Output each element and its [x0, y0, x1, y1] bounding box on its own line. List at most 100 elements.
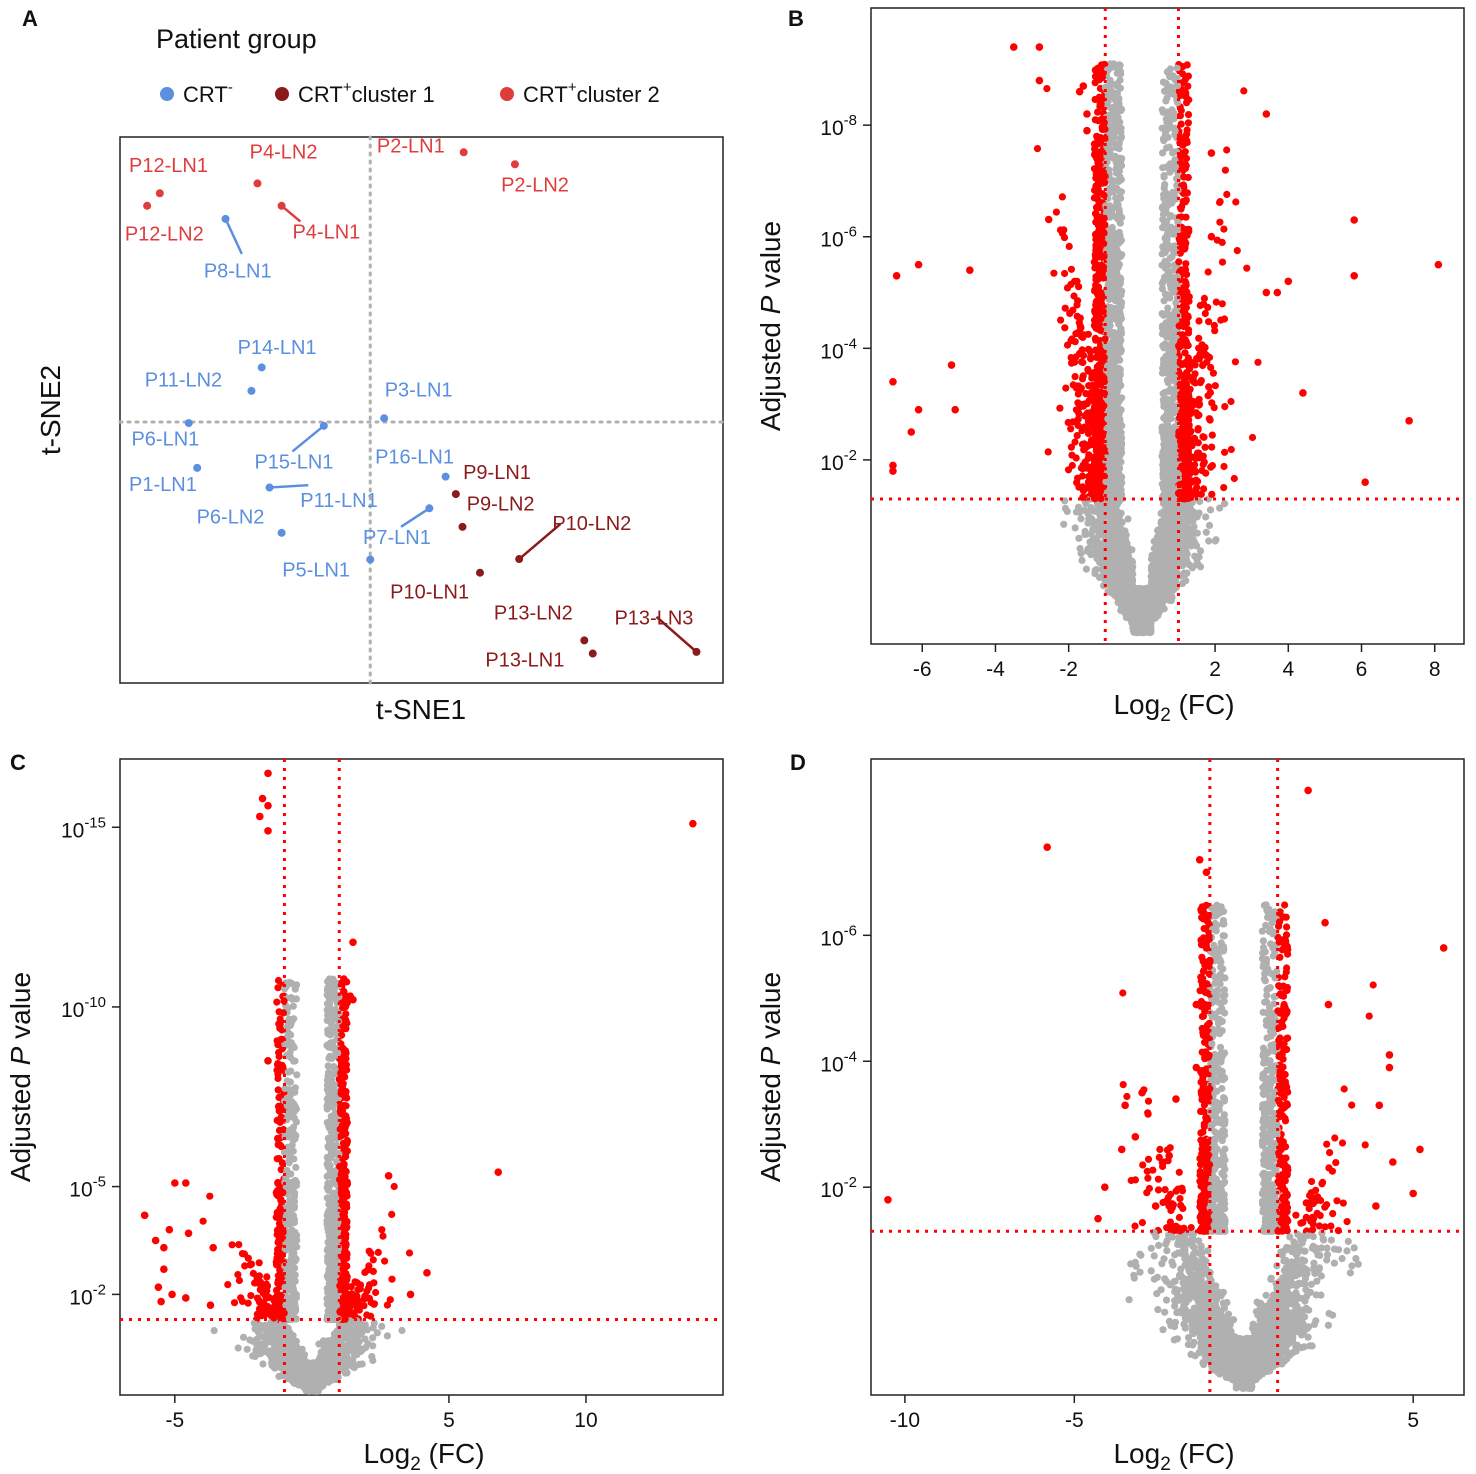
volcano-point: [1056, 404, 1064, 412]
volcano-point: [1186, 540, 1194, 548]
volcano-point: [1163, 376, 1171, 384]
volcano-point: [1194, 560, 1202, 568]
volcano-point: [1084, 365, 1092, 373]
volcano-point: [1199, 433, 1207, 441]
volcano-point: [1195, 411, 1203, 419]
volcano-point: [1232, 198, 1240, 206]
volcano-point: [1227, 397, 1235, 406]
volcano-point: [1109, 280, 1117, 288]
volcano-point: [1158, 310, 1166, 318]
legend-label-cluster2: CRT+cluster 2: [523, 79, 660, 107]
volcano-point: [1097, 296, 1105, 305]
volcano-point: [1179, 302, 1188, 310]
label-p2-ln1: P2-LN1: [377, 135, 445, 157]
point-p14-ln1: [257, 363, 266, 372]
volcano-point: [1161, 490, 1169, 498]
volcano-point: [1092, 203, 1101, 211]
volcano-point: [1068, 451, 1076, 459]
volcano-point: [1191, 370, 1199, 378]
volcano-point: [1205, 521, 1214, 530]
volcano-point: [1192, 476, 1200, 484]
volcano-point: [1073, 432, 1081, 440]
volcano-point: [1183, 231, 1191, 239]
volcano-point: [1221, 448, 1229, 456]
point-p4-ln2: [253, 179, 262, 188]
volcano-point: [1160, 470, 1168, 478]
volcano-point: [1223, 146, 1231, 154]
volcano-point: [1184, 361, 1192, 369]
volcano-point: [1057, 316, 1065, 324]
volcano-point: [1113, 140, 1122, 148]
volcano-point: [1074, 415, 1082, 423]
volcano-point: [1110, 177, 1118, 185]
leader-p4-ln1: [280, 204, 302, 223]
volcano-point: [1159, 224, 1167, 232]
volcano-point: [1220, 462, 1228, 471]
volcano-point: [1160, 297, 1168, 305]
plot-frame-a: [119, 136, 724, 684]
volcano-point: [1117, 299, 1126, 307]
volcano-point: [1097, 544, 1105, 553]
volcano-point: [1167, 212, 1175, 220]
legend-title: Patient group: [156, 24, 317, 54]
volcano-point: [1162, 79, 1170, 87]
volcano-point: [1231, 358, 1239, 366]
point-p7-ln1: [425, 504, 434, 513]
label-p10-ln1: P10-LN1: [390, 581, 469, 603]
volcano-point: [1208, 462, 1216, 470]
volcano-point: [1076, 544, 1084, 553]
volcano-point: [1115, 383, 1123, 391]
volcano-point: [1159, 390, 1167, 398]
volcano-point: [1216, 198, 1224, 206]
volcano-point: [1185, 393, 1193, 401]
volcano-point: [1096, 177, 1104, 185]
point-p13-ln3: [692, 647, 701, 656]
volcano-point: [1073, 277, 1081, 285]
volcano-point: [1071, 524, 1079, 532]
volcano-point: [1218, 258, 1227, 266]
volcano-point: [1068, 335, 1076, 343]
point-p12-ln1: [155, 189, 164, 198]
volcano-point: [1114, 519, 1122, 528]
volcano-point: [1077, 464, 1085, 472]
volcano-point: [1158, 124, 1166, 132]
volcano-point: [1112, 194, 1120, 202]
volcano-point: [1165, 228, 1173, 236]
volcano-point: [1094, 117, 1103, 125]
volcano-point: [1084, 414, 1092, 422]
volcano-point: [1169, 72, 1177, 80]
volcano-point: [1216, 504, 1224, 512]
label-p2-ln2: P2-LN2: [501, 175, 569, 197]
volcano-point: [1043, 85, 1051, 93]
volcano-point: [1161, 273, 1169, 281]
label-p12-ln1: P12-LN1: [129, 155, 208, 177]
volcano-point: [1175, 433, 1184, 441]
point-p13-ln1: [588, 649, 597, 658]
volcano-point: [1208, 490, 1216, 498]
volcano-point: [1096, 326, 1104, 334]
volcano-point: [1087, 530, 1095, 538]
legend-marker-crt_neg: [160, 87, 174, 101]
volcano-point: [1050, 269, 1058, 277]
leader-p11-ln1: [269, 483, 309, 489]
volcano-point: [1085, 390, 1093, 398]
volcano-point: [1161, 340, 1169, 348]
volcano-point: [1073, 312, 1081, 320]
volcano-point: [1069, 306, 1077, 314]
volcano-point: [1112, 63, 1120, 71]
volcano-point: [1180, 173, 1188, 181]
volcano-point: [1112, 304, 1120, 312]
panel-letter-d: D: [790, 750, 806, 775]
volcano-point: [1092, 305, 1100, 313]
point-p2-ln1: [459, 148, 468, 157]
point-p8-ln1: [221, 214, 230, 223]
point-p6-ln2: [277, 528, 286, 537]
volcano-point: [1182, 431, 1191, 439]
volcano-point: [1181, 349, 1189, 357]
legend-marker-cluster1: [275, 87, 289, 101]
volcano-point: [1075, 483, 1083, 491]
point-p11-ln1: [265, 483, 274, 492]
volcano-point: [1206, 506, 1215, 514]
volcano-point: [1073, 382, 1081, 390]
volcano-point: [1199, 361, 1207, 369]
